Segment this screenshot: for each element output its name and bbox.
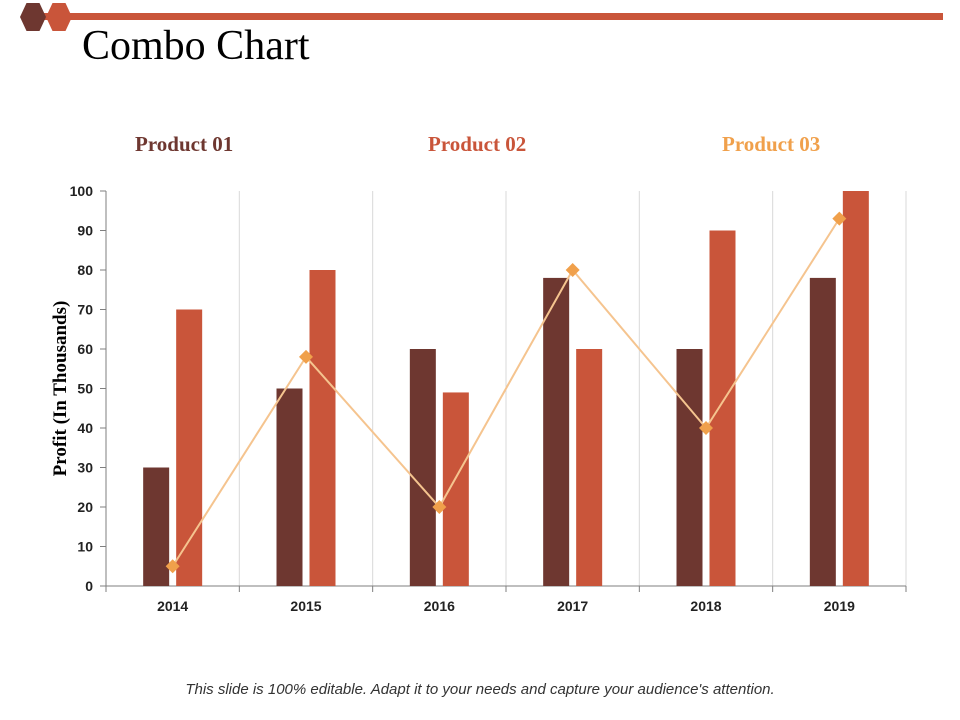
y-tick-label: 30 bbox=[77, 460, 93, 476]
y-tick-label: 0 bbox=[85, 578, 93, 594]
y-tick-label: 10 bbox=[77, 539, 93, 555]
bar-product-01 bbox=[276, 388, 303, 586]
x-tick-label: 2014 bbox=[157, 598, 188, 614]
x-tick-label: 2018 bbox=[690, 598, 721, 614]
bar-product-01 bbox=[409, 349, 436, 586]
line-point-marker bbox=[299, 349, 313, 364]
x-tick-label: 2019 bbox=[824, 598, 855, 614]
bar-product-02 bbox=[176, 309, 203, 586]
legend-product-01: Product 01 bbox=[135, 132, 234, 156]
x-tick-label: 2017 bbox=[557, 598, 588, 614]
y-tick-label: 60 bbox=[77, 341, 93, 357]
line-point-marker bbox=[165, 559, 180, 574]
y-tick-label: 90 bbox=[77, 223, 93, 239]
bar-product-01 bbox=[809, 277, 836, 586]
y-tick-label: 50 bbox=[77, 381, 93, 397]
slide-title: Combo Chart bbox=[82, 23, 310, 69]
bar-product-02 bbox=[709, 230, 736, 586]
bar-product-02 bbox=[442, 392, 469, 586]
legend-product-03: Product 03 bbox=[722, 132, 821, 156]
bar-product-02 bbox=[576, 349, 603, 586]
line-point-marker bbox=[832, 211, 847, 226]
x-tick-label: 2015 bbox=[290, 598, 321, 614]
legend-product-02: Product 02 bbox=[428, 132, 527, 156]
y-tick-label: 80 bbox=[77, 262, 93, 278]
header-accent-bar bbox=[40, 13, 943, 20]
bar-product-01 bbox=[143, 467, 170, 586]
line-point-marker bbox=[699, 421, 713, 435]
y-tick-label: 40 bbox=[77, 420, 93, 436]
line-series-product-03 bbox=[171, 218, 841, 567]
y-tick-label: 70 bbox=[77, 302, 93, 318]
footer-note: This slide is 100% editable. Adapt it to… bbox=[185, 681, 775, 698]
bar-product-02 bbox=[842, 191, 869, 586]
bar-product-02 bbox=[309, 270, 336, 586]
y-tick-label: 100 bbox=[70, 183, 94, 199]
line-point-marker bbox=[565, 263, 580, 277]
x-tick-label: 2016 bbox=[424, 598, 455, 614]
bar-product-01 bbox=[676, 349, 703, 586]
bar-product-01 bbox=[543, 277, 570, 586]
line-point-marker bbox=[432, 500, 447, 514]
y-axis-title: Profit (In Thousands) bbox=[50, 301, 71, 477]
y-tick-label: 20 bbox=[77, 499, 93, 515]
